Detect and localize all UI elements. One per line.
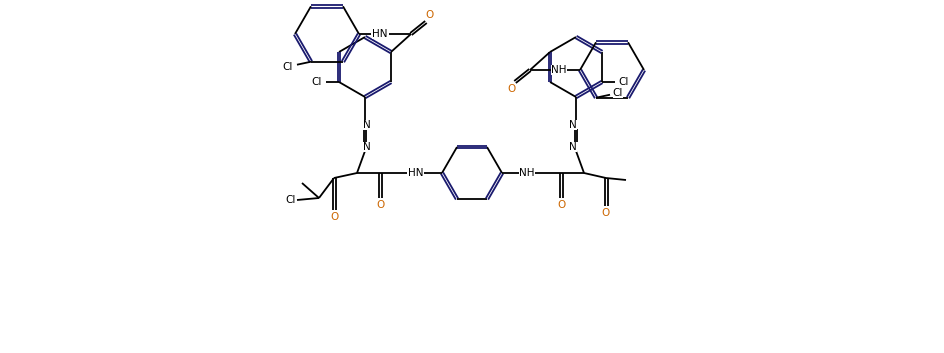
Text: HN: HN bbox=[408, 168, 423, 178]
Text: N: N bbox=[569, 120, 577, 130]
Text: N: N bbox=[363, 120, 371, 130]
Text: O: O bbox=[376, 200, 384, 210]
Text: Cl: Cl bbox=[312, 77, 322, 87]
Text: Cl: Cl bbox=[283, 62, 294, 72]
Text: N: N bbox=[363, 142, 371, 152]
Text: O: O bbox=[426, 10, 434, 20]
Text: O: O bbox=[507, 84, 515, 94]
Text: O: O bbox=[557, 200, 565, 210]
Text: O: O bbox=[329, 212, 338, 222]
Text: N: N bbox=[569, 142, 577, 152]
Text: Cl: Cl bbox=[613, 88, 623, 98]
Text: O: O bbox=[602, 208, 610, 218]
Text: Cl: Cl bbox=[286, 195, 296, 205]
Text: NH: NH bbox=[551, 65, 566, 75]
Text: HN: HN bbox=[372, 29, 388, 39]
Text: NH: NH bbox=[519, 168, 534, 178]
Text: Cl: Cl bbox=[619, 77, 629, 87]
